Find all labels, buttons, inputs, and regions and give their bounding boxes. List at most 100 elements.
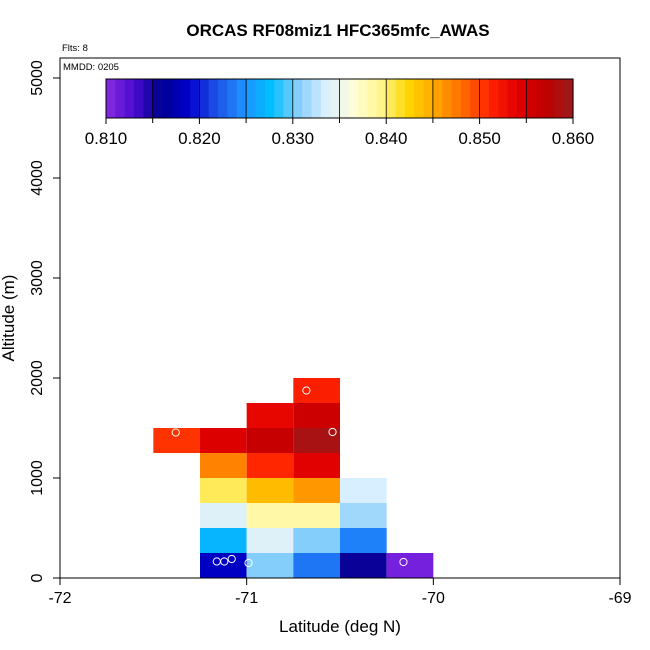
colorbar-swatch	[246, 79, 257, 118]
heatmap-cell	[293, 428, 340, 453]
heatmap-cell	[246, 528, 294, 553]
heatmap-cell	[200, 528, 247, 553]
colorbar-swatch	[563, 79, 574, 118]
colorbar-swatch	[227, 79, 238, 118]
colorbar-swatch	[330, 79, 341, 118]
heatmap-cell	[200, 503, 247, 528]
colorbar-swatch	[171, 79, 182, 118]
colorbar-swatch	[479, 79, 490, 118]
date-note: MMDD: 0205	[63, 62, 119, 73]
colorbar-swatch	[535, 79, 546, 118]
sample-point	[399, 557, 408, 567]
heatmap-cell	[200, 478, 247, 503]
colorbar-swatch	[395, 79, 406, 118]
heatmap-cell	[293, 478, 340, 503]
sample-point	[171, 428, 180, 437]
heatmap-cell	[246, 428, 294, 453]
colorbar-tick-label: 0.810	[85, 129, 128, 148]
colorbar-swatch	[526, 79, 537, 118]
colorbar-swatch	[367, 79, 378, 118]
heatmap-cell	[293, 403, 340, 428]
colorbar-swatch	[516, 79, 527, 118]
colorbar-swatch	[386, 79, 397, 118]
colorbar-swatch	[180, 79, 191, 118]
x-tick-label: -71	[235, 590, 258, 607]
heatmap-cell	[293, 378, 340, 403]
heatmap-cell	[200, 453, 247, 478]
colorbar-swatch	[264, 79, 275, 118]
sample-point	[244, 558, 253, 568]
x-axis: -72 -71 -70 -69	[48, 578, 632, 607]
colorbar-swatch	[544, 79, 555, 118]
heatmap-cell	[246, 553, 294, 578]
sample-point	[220, 557, 229, 566]
heatmap-cell	[293, 528, 340, 553]
y-tick-label: 2000	[29, 360, 46, 396]
colorbar-swatch	[414, 79, 425, 118]
colorbar-tick-label: 0.850	[458, 129, 501, 148]
y-tick-label: 0	[29, 573, 46, 582]
colorbar-swatch	[292, 79, 303, 118]
flights-note: Flts: 8	[62, 43, 88, 54]
colorbar-swatch	[236, 79, 247, 118]
y-axis-label: Altitude (m)	[0, 275, 18, 362]
colorbar-swatch	[255, 79, 266, 118]
colorbar-tick-label: 0.830	[272, 129, 315, 148]
colorbar-swatch	[339, 79, 350, 118]
colorbar-swatch	[115, 79, 126, 118]
colorbar-swatch	[423, 79, 434, 118]
heatmap-cell	[200, 553, 247, 578]
colorbar-tick-label: 0.860	[552, 129, 595, 148]
colorbar-tick-label: 0.820	[178, 129, 221, 148]
chart-title: ORCAS RF08miz1 HFC365mfc_AWAS	[186, 21, 489, 40]
heatmap-cell	[340, 528, 387, 553]
colorbar-swatch	[470, 79, 481, 118]
colorbar-swatch	[208, 79, 219, 118]
heatmap-cell	[200, 428, 247, 453]
y-axis: 0 1000 2000 3000 4000 5000	[29, 60, 60, 582]
heatmap-cell	[153, 428, 200, 453]
colorbar-swatch	[488, 79, 499, 118]
x-axis-label: Latitude (deg N)	[279, 617, 401, 636]
heatmap-cells	[153, 378, 434, 578]
colorbar-swatch	[274, 79, 285, 118]
colorbar-swatch	[106, 79, 116, 118]
colorbar-swatch	[190, 79, 200, 118]
colorbar-swatch	[162, 79, 172, 118]
heatmap-cell	[340, 503, 387, 528]
x-tick-label: -72	[48, 590, 71, 607]
heatmap-cell	[293, 553, 340, 578]
sample-point	[227, 554, 236, 564]
colorbar-swatch	[376, 79, 387, 118]
colorbar-swatch	[358, 79, 369, 118]
heatmap-cell	[246, 503, 294, 528]
heatmap-cell	[293, 503, 340, 528]
colorbar-swatch	[124, 79, 135, 118]
sample-point	[302, 386, 311, 395]
colorbar-swatch	[283, 79, 294, 118]
colorbar-swatch	[498, 79, 509, 118]
sample-points	[171, 386, 408, 568]
colorbar-swatch	[320, 79, 331, 118]
y-tick-label: 3000	[29, 260, 46, 296]
heatmap-cell	[246, 453, 294, 478]
colorbar-tick-label: 0.840	[365, 129, 408, 148]
sample-point	[328, 427, 337, 437]
y-tick-label: 1000	[29, 460, 46, 496]
x-tick-label: -69	[608, 590, 631, 607]
colorbar-swatch	[152, 79, 163, 118]
colorbar-swatch	[311, 79, 322, 118]
colorbar-swatch	[143, 79, 154, 118]
colorbar-swatch	[404, 79, 415, 118]
colorbar-swatch	[460, 79, 471, 118]
heatmap-cell	[246, 403, 294, 428]
y-tick-label: 4000	[29, 160, 46, 196]
colorbar-swatch	[451, 79, 462, 118]
colorbar-swatch	[507, 79, 518, 118]
heatmap-cell	[340, 553, 387, 578]
colorbar-swatch	[432, 79, 443, 118]
colorbar: 0.810 0.820 0.830 0.840 0.850 0.860	[85, 78, 595, 148]
colorbar-swatch	[442, 79, 453, 118]
heatmap-cell	[246, 478, 294, 503]
